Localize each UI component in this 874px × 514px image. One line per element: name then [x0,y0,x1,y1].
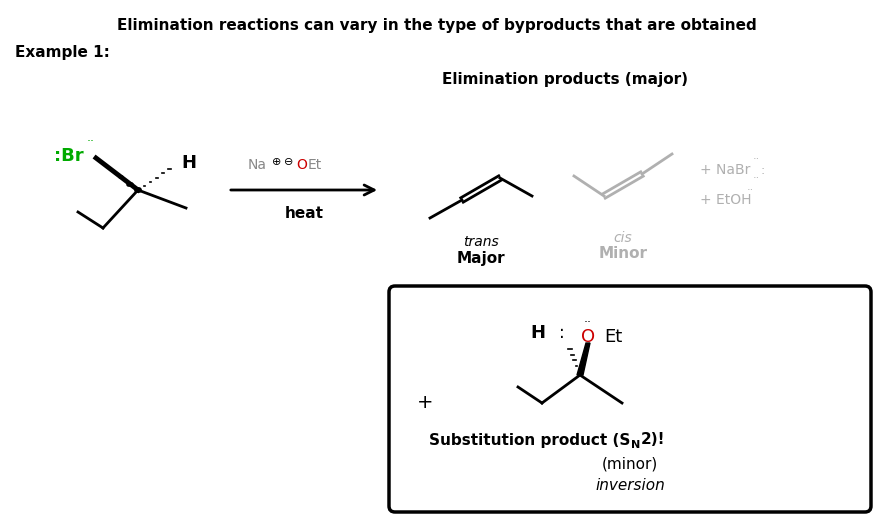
Text: ⊕: ⊕ [272,157,281,167]
Text: ··: ·· [753,173,760,183]
Text: :Br: :Br [54,147,84,165]
Text: trans: trans [463,235,499,249]
Text: + NaBr: + NaBr [700,163,751,177]
Polygon shape [577,343,590,375]
Text: Na: Na [248,158,267,172]
Text: :: : [761,163,766,176]
Text: :: : [559,324,565,342]
Text: Et: Et [308,158,323,172]
Text: H: H [531,324,545,342]
Text: H: H [181,154,196,172]
Text: Et: Et [604,328,622,346]
Text: 2)!: 2)! [641,432,665,448]
Text: +: + [417,393,434,412]
Text: cis: cis [614,231,633,245]
Text: ··: ·· [87,136,95,149]
Text: Major: Major [457,250,505,266]
Text: O: O [581,328,595,346]
Text: ⊖: ⊖ [284,157,294,167]
Text: ··: ·· [753,154,760,164]
Text: inversion: inversion [595,479,665,493]
Text: N: N [631,440,641,450]
Text: O: O [296,158,307,172]
Text: Substitution product (S: Substitution product (S [428,432,630,448]
Text: Minor: Minor [599,247,648,262]
Text: Elimination products (major): Elimination products (major) [442,72,688,87]
Text: Elimination reactions can vary in the type of byproducts that are obtained: Elimination reactions can vary in the ty… [117,18,757,33]
Text: heat: heat [285,206,323,221]
Text: (minor): (minor) [602,456,658,471]
Text: ··: ·· [584,317,592,329]
Text: Example 1:: Example 1: [15,45,110,60]
FancyBboxPatch shape [389,286,871,512]
Text: ··: ·· [746,185,753,195]
Text: + EtOH: + EtOH [700,193,752,207]
